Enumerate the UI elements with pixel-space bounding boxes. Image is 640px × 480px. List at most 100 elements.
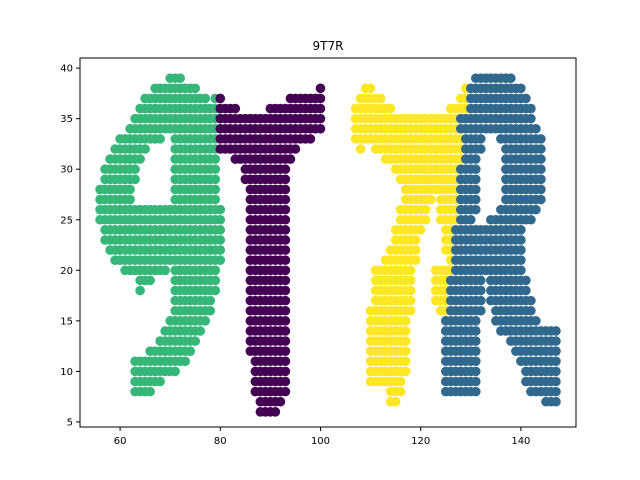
data-point <box>465 214 476 225</box>
data-point <box>471 154 481 164</box>
data-point <box>280 316 291 326</box>
data-point <box>215 214 226 225</box>
y-tick-label: 15 <box>60 316 73 327</box>
data-point <box>551 386 561 397</box>
data-point <box>526 113 536 124</box>
data-point <box>280 305 291 316</box>
data-point <box>280 295 291 306</box>
data-point <box>275 396 286 407</box>
data-point <box>531 123 541 134</box>
data-point <box>531 204 541 215</box>
data-point <box>405 285 416 296</box>
data-point <box>516 235 526 245</box>
data-point <box>270 407 281 417</box>
data-point <box>280 346 291 356</box>
data-point <box>536 194 546 205</box>
data-point <box>536 174 546 185</box>
data-point <box>205 295 216 306</box>
x-tick-label: 100 <box>311 436 330 447</box>
data-point <box>280 336 291 346</box>
data-point <box>210 265 221 276</box>
data-point <box>280 265 291 276</box>
data-point <box>160 265 170 276</box>
data-point <box>521 93 531 104</box>
data-point <box>395 376 406 387</box>
data-point <box>170 366 180 377</box>
y-tick-label: 25 <box>60 215 73 226</box>
data-point <box>521 285 531 296</box>
data-point <box>415 225 426 235</box>
data-point <box>551 396 561 407</box>
data-point <box>471 376 481 387</box>
data-point <box>476 285 486 296</box>
y-tick-label: 5 <box>67 417 73 428</box>
data-point <box>476 144 486 154</box>
x-tick-label: 120 <box>411 436 430 447</box>
data-point <box>405 295 416 306</box>
data-point <box>280 285 291 296</box>
data-point <box>471 194 481 205</box>
data-point <box>375 93 386 104</box>
data-point <box>280 164 291 175</box>
data-point <box>526 305 536 316</box>
data-point <box>280 376 291 387</box>
data-point <box>315 123 326 134</box>
data-point <box>280 245 291 255</box>
data-point <box>230 103 241 114</box>
data-point <box>195 326 206 336</box>
data-point <box>400 346 411 356</box>
data-point <box>155 376 165 387</box>
data-point <box>551 376 561 387</box>
data-point <box>400 326 411 336</box>
data-point <box>280 184 291 195</box>
data-point <box>215 255 226 265</box>
data-point <box>471 346 481 356</box>
data-point <box>280 386 291 397</box>
data-point <box>125 184 135 195</box>
chart-title: 9T7R <box>313 39 344 53</box>
data-point <box>420 204 431 215</box>
data-point <box>400 316 411 326</box>
data-point <box>130 164 140 175</box>
data-point <box>290 144 301 154</box>
data-point <box>135 285 145 296</box>
data-point <box>516 225 526 235</box>
data-point <box>526 214 536 225</box>
data-point <box>190 336 201 346</box>
data-point <box>210 285 221 296</box>
data-point <box>405 265 416 276</box>
data-point <box>155 134 165 144</box>
data-point <box>215 93 226 104</box>
data-point <box>140 144 150 154</box>
data-point <box>526 295 536 306</box>
data-point <box>526 103 536 114</box>
data-point <box>390 396 401 407</box>
data-point <box>516 255 526 265</box>
data-point <box>471 174 481 185</box>
data-point <box>210 194 221 205</box>
data-point <box>471 356 481 367</box>
data-point <box>506 73 516 84</box>
data-point <box>476 275 486 286</box>
data-point <box>280 235 291 245</box>
data-point <box>516 265 526 276</box>
data-point <box>471 366 481 377</box>
data-point <box>516 83 526 94</box>
data-point <box>280 174 291 185</box>
data-point <box>205 305 216 316</box>
data-point <box>400 336 411 346</box>
y-tick-label: 35 <box>60 114 73 125</box>
data-point <box>280 225 291 235</box>
y-tick-label: 10 <box>60 367 73 378</box>
data-point <box>285 154 296 164</box>
data-point <box>551 356 561 367</box>
data-point <box>471 386 481 397</box>
series-1 <box>215 83 326 417</box>
data-point <box>521 275 531 286</box>
data-point <box>315 93 326 104</box>
data-point <box>476 305 486 316</box>
data-point <box>400 356 411 367</box>
data-point <box>315 113 326 124</box>
data-point <box>130 174 140 185</box>
